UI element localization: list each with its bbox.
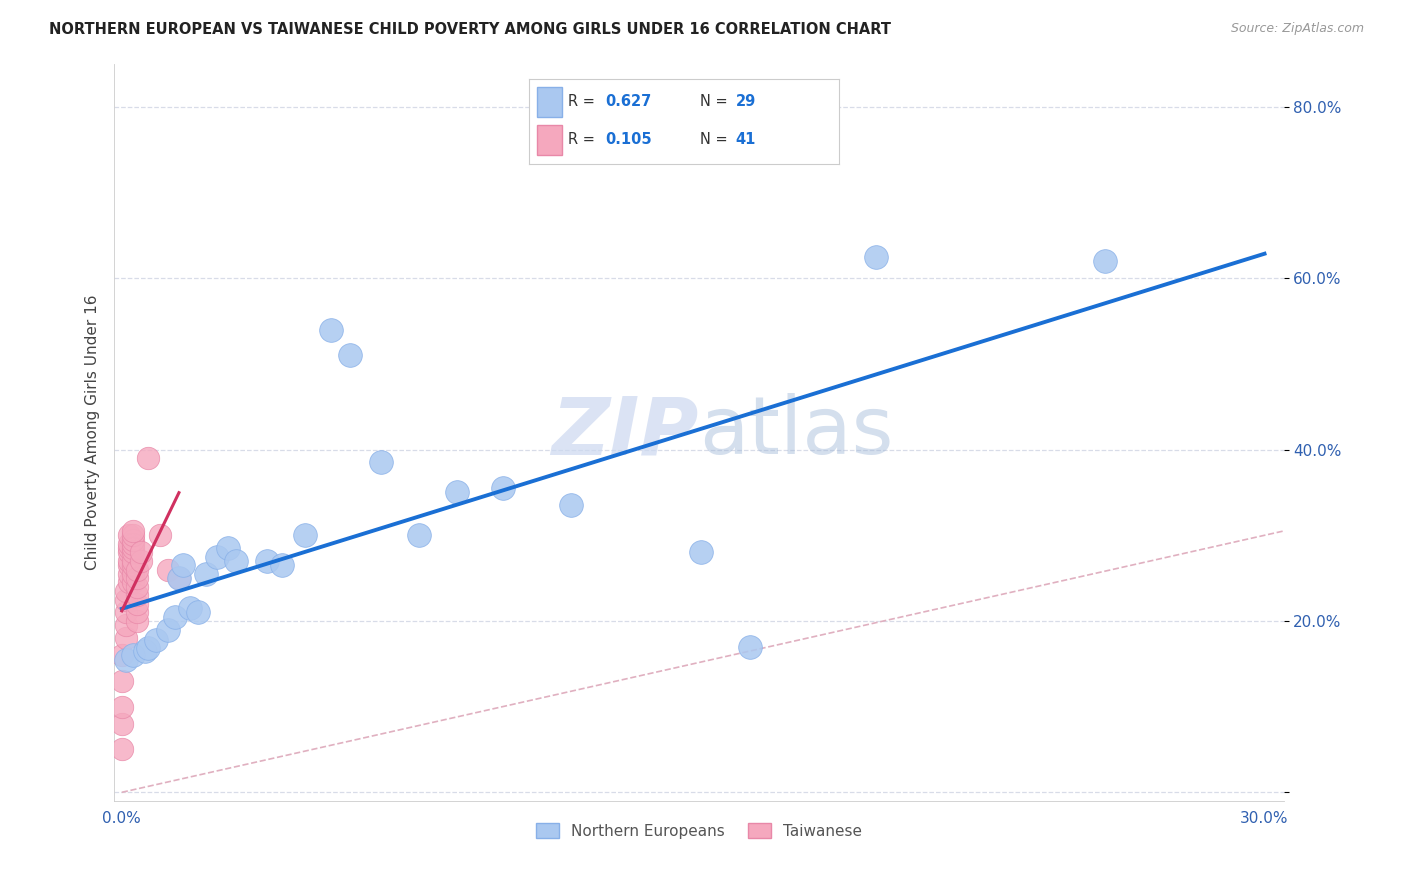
Point [114,592,136,607]
Point [111,673,134,688]
Point [134,644,156,658]
Y-axis label: Child Poverty Among Girls Under 16: Child Poverty Among Girls Under 16 [86,294,100,570]
Point [118,554,141,568]
Point [156,563,179,577]
Point [118,575,141,590]
Point [321,323,343,337]
Point [125,580,148,594]
Point [194,566,217,581]
Point [167,571,190,585]
Point [114,584,136,599]
Point [172,558,194,573]
Point [122,537,145,551]
Text: atlas: atlas [699,393,893,472]
Point [114,618,136,632]
Point [167,571,190,585]
Point [294,528,316,542]
Point [122,648,145,663]
Point [149,528,172,542]
Point [187,606,209,620]
Legend: Northern Europeans, Taiwanese: Northern Europeans, Taiwanese [530,816,868,845]
Point [122,528,145,542]
Point [1094,254,1116,268]
Point [156,623,179,637]
Point [560,498,582,512]
Point [408,528,430,542]
Point [339,348,361,362]
Point [370,455,392,469]
Point [111,699,134,714]
Point [111,742,134,756]
Text: NORTHERN EUROPEAN VS TAIWANESE CHILD POVERTY AMONG GIRLS UNDER 16 CORRELATION CH: NORTHERN EUROPEAN VS TAIWANESE CHILD POV… [49,22,891,37]
Point [122,524,145,538]
Point [125,606,148,620]
Point [122,566,145,581]
Point [740,640,762,654]
Point [118,541,141,555]
Point [122,545,145,559]
Point [225,554,247,568]
Point [129,554,152,568]
Point [122,554,145,568]
Text: ZIP: ZIP [551,393,699,472]
Point [125,614,148,628]
Point [446,485,468,500]
Point [118,558,141,573]
Point [205,549,228,564]
Point [217,541,239,555]
Point [125,588,148,602]
Point [492,481,515,495]
Point [145,632,167,647]
Point [122,575,145,590]
Text: Source: ZipAtlas.com: Source: ZipAtlas.com [1230,22,1364,36]
Point [129,545,152,559]
Point [122,541,145,555]
Point [114,652,136,666]
Point [111,648,134,663]
Point [125,597,148,611]
Point [179,601,201,615]
Point [111,716,134,731]
Point [689,545,711,559]
Point [114,631,136,645]
Point [125,563,148,577]
Point [118,566,141,581]
Point [118,537,141,551]
Point [165,609,187,624]
Point [256,554,278,568]
Point [114,606,136,620]
Point [138,641,160,656]
Point [118,528,141,542]
Point [125,571,148,585]
Point [865,250,887,264]
Point [138,451,160,466]
Point [122,533,145,547]
Point [122,558,145,573]
Point [118,545,141,559]
Point [270,558,292,573]
